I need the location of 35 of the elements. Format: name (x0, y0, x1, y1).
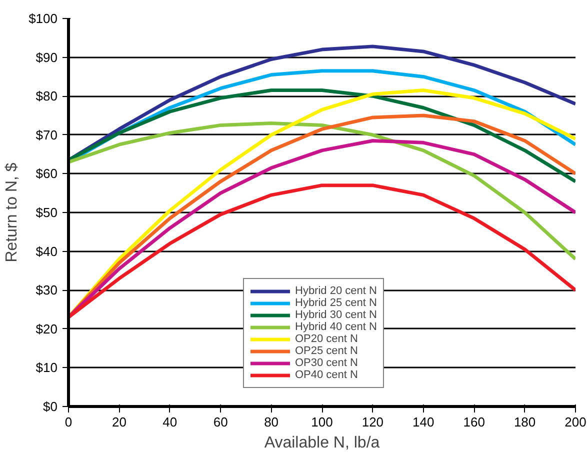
x-tick-label: 180 (514, 414, 536, 430)
x-tick-label: 140 (412, 414, 434, 430)
x-tick-label: 200 (564, 414, 586, 430)
x-tick-label: 60 (213, 414, 228, 430)
x-tick-label: 100 (311, 414, 333, 430)
y-tick-label: $100 (28, 11, 58, 26)
y-tick-label: $90 (36, 50, 58, 65)
y-tick-label: $40 (36, 244, 58, 259)
y-axis-title: Return to N, $ (4, 162, 21, 262)
y-tick-label: $60 (36, 166, 58, 182)
legend-label: Hybrid 20 cent N (295, 285, 377, 297)
legend-label: OP20 cent N (295, 333, 358, 345)
legend-label: OP40 cent N (295, 369, 358, 381)
y-tick-label: $10 (36, 360, 58, 376)
y-tick-label: $50 (36, 205, 58, 220)
line-series (68, 88, 576, 184)
legend-label: Hybrid 40 cent N (295, 321, 377, 333)
x-tick-label: 80 (264, 414, 279, 430)
x-tick-label: 40 (162, 414, 178, 430)
y-tick-label: $0 (43, 399, 58, 414)
y-tick-label: $80 (36, 88, 58, 104)
x-tick-label: 160 (463, 414, 485, 430)
x-tick-label: 20 (112, 414, 126, 430)
legend-label: Hybrid 30 cent N (295, 309, 377, 321)
x-axis-title: Available N, lb/a (264, 434, 380, 452)
legend-label: OP25 cent N (295, 345, 358, 357)
y-tick-label: $20 (36, 321, 58, 336)
line-series (68, 122, 576, 261)
legend-label: Hybrid 25 cent N (295, 297, 377, 309)
y-tick-label: $70 (36, 127, 58, 142)
legend-label: OP30 cent N (295, 357, 358, 369)
y-tick-label: $30 (36, 282, 58, 298)
x-tick-label: 120 (362, 414, 384, 430)
line-series (68, 184, 576, 320)
x-tick-label: 0 (64, 414, 72, 430)
